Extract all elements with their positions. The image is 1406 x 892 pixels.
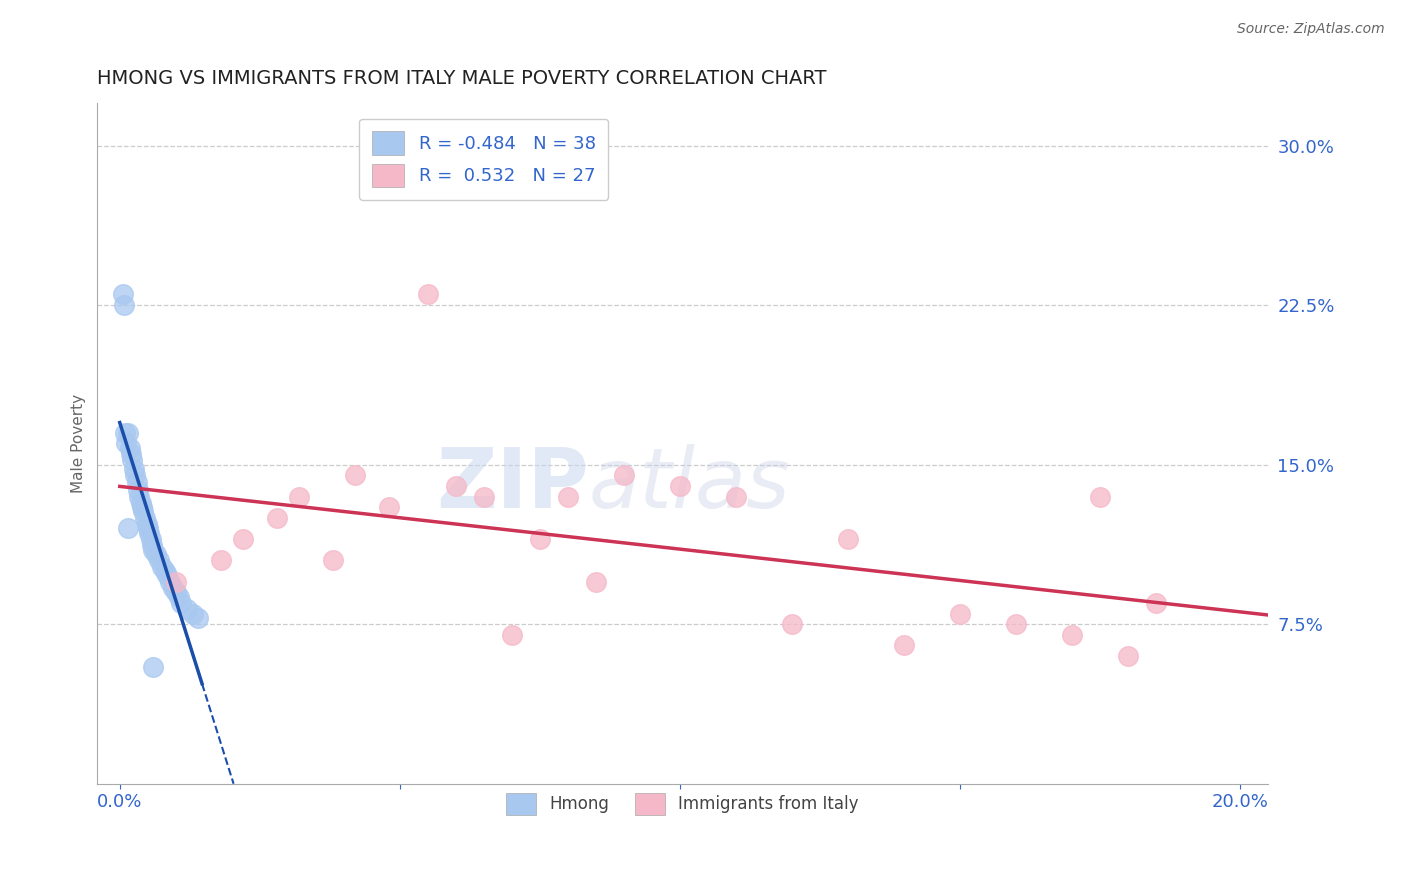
Point — [114, 425, 136, 440]
Point — [115, 436, 138, 450]
Y-axis label: Male Poverty: Male Poverty — [72, 393, 86, 493]
Point — [501, 628, 523, 642]
Point — [125, 475, 148, 489]
Point — [127, 483, 149, 497]
Point — [150, 559, 173, 574]
Point — [343, 468, 366, 483]
Point — [444, 479, 467, 493]
Text: Source: ZipAtlas.com: Source: ZipAtlas.com — [1237, 22, 1385, 37]
Point — [837, 532, 859, 546]
Point — [557, 490, 579, 504]
Point — [131, 500, 153, 515]
Point — [128, 490, 150, 504]
Text: atlas: atlas — [589, 443, 790, 524]
Point — [232, 532, 254, 546]
Point — [377, 500, 399, 515]
Point — [893, 639, 915, 653]
Text: HMONG VS IMMIGRANTS FROM ITALY MALE POVERTY CORRELATION CHART: HMONG VS IMMIGRANTS FROM ITALY MALE POVE… — [97, 69, 827, 87]
Point — [141, 539, 163, 553]
Point — [148, 553, 170, 567]
Point — [162, 581, 184, 595]
Text: ZIP: ZIP — [436, 443, 589, 524]
Point — [1060, 628, 1083, 642]
Point — [145, 547, 167, 561]
Point — [112, 298, 135, 312]
Point — [139, 532, 162, 546]
Point — [156, 568, 179, 582]
Point — [117, 521, 139, 535]
Point — [153, 564, 176, 578]
Point — [322, 553, 344, 567]
Point — [949, 607, 972, 621]
Point — [129, 496, 152, 510]
Point — [142, 659, 165, 673]
Legend: Hmong, Immigrants from Italy: Hmong, Immigrants from Italy — [498, 785, 868, 823]
Point — [111, 287, 134, 301]
Point — [165, 585, 187, 599]
Point — [724, 490, 747, 504]
Point — [176, 602, 198, 616]
Point — [668, 479, 690, 493]
Point — [209, 553, 232, 567]
Point — [416, 287, 439, 301]
Point — [138, 525, 160, 540]
Point — [159, 574, 181, 589]
Point — [170, 596, 193, 610]
Point — [117, 425, 139, 440]
Point — [585, 574, 607, 589]
Point — [1116, 649, 1139, 664]
Point — [613, 468, 636, 483]
Point — [266, 511, 288, 525]
Point — [124, 468, 146, 483]
Point — [136, 521, 159, 535]
Point — [187, 611, 209, 625]
Point — [121, 453, 143, 467]
Point — [181, 607, 204, 621]
Point — [142, 542, 165, 557]
Point — [288, 490, 311, 504]
Point — [122, 462, 145, 476]
Point — [1144, 596, 1167, 610]
Point — [118, 441, 141, 455]
Point — [167, 590, 190, 604]
Point — [165, 574, 187, 589]
Point — [1088, 490, 1111, 504]
Point — [472, 490, 495, 504]
Point — [780, 617, 803, 632]
Point — [1004, 617, 1026, 632]
Point — [135, 517, 157, 532]
Point — [132, 504, 155, 518]
Point — [120, 447, 142, 461]
Point — [529, 532, 551, 546]
Point — [134, 511, 156, 525]
